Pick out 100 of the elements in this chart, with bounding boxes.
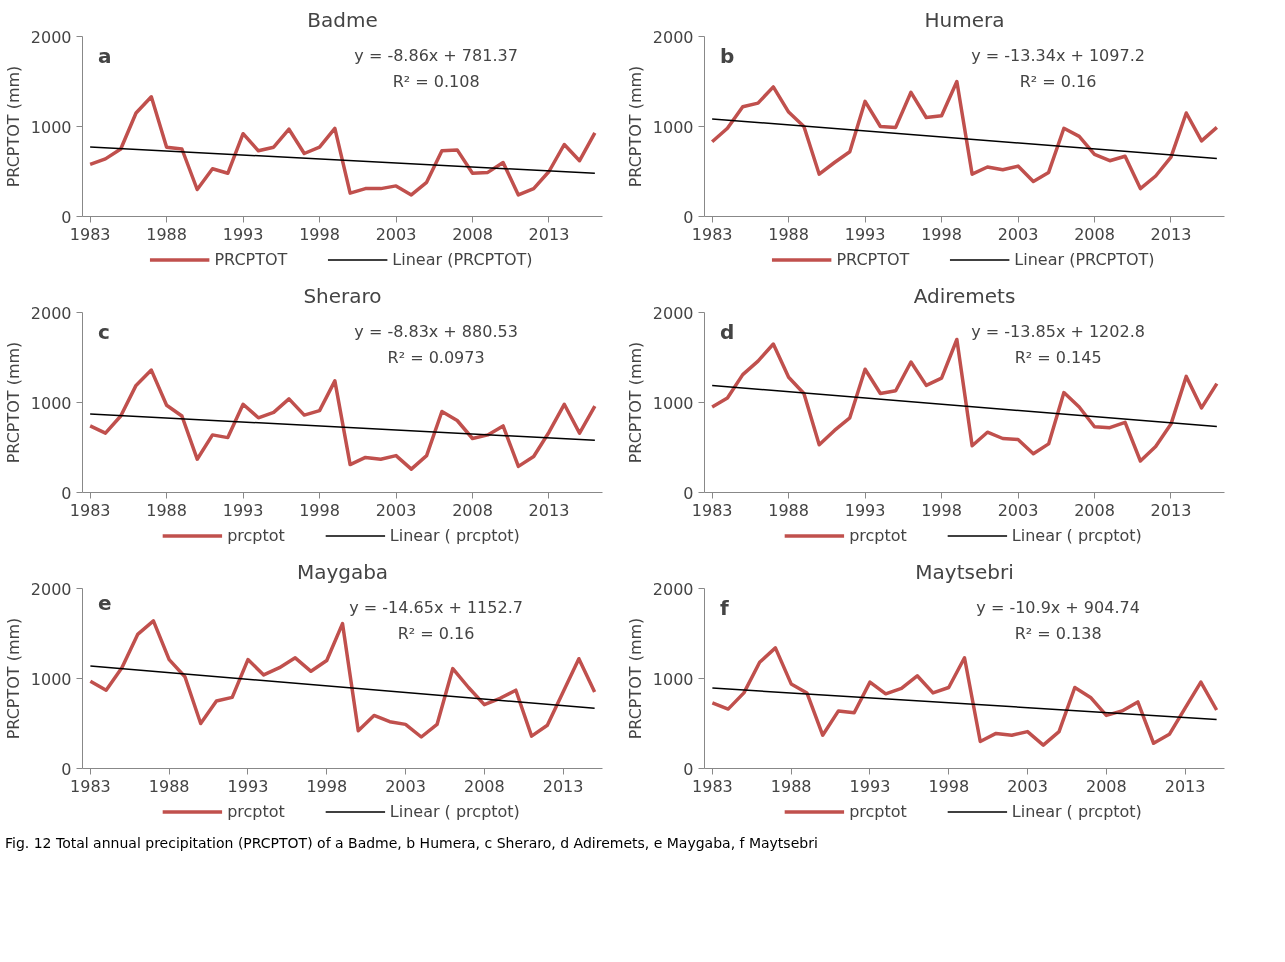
x-tick-label: 1983 — [69, 224, 111, 244]
x-tick-label: 2013 — [542, 776, 584, 796]
y-tick-label: 0 — [683, 483, 694, 503]
x-tick-label: 2013 — [1150, 500, 1192, 520]
x-tick-label: 1983 — [691, 224, 733, 244]
x-tick-label: 1998 — [921, 224, 962, 244]
x-tick-label: 2008 — [1074, 224, 1115, 244]
legend-label: prcptot — [849, 801, 907, 821]
x-tick-label: 2003 — [375, 224, 417, 244]
legend-label: prcptot — [227, 525, 285, 545]
y-tick-label: 0 — [61, 207, 72, 227]
annotation: R² = 0.16 — [1019, 71, 1097, 91]
annotation: R² = 0.0973 — [387, 347, 485, 367]
chart-title: Badme — [307, 7, 378, 32]
x-tick-label: 2003 — [997, 224, 1039, 244]
x-tick-label: 2003 — [385, 776, 426, 796]
x-tick-label: 2003 — [997, 500, 1039, 520]
chart-title: Sheraro — [303, 283, 382, 308]
legend-label: PRCPTOT — [836, 249, 910, 269]
y-tick-label: 0 — [61, 759, 72, 779]
x-tick-label: 1993 — [844, 224, 886, 244]
chart-title: Maygaba — [296, 559, 389, 584]
x-tick-label: 2013 — [1164, 776, 1206, 796]
y-axis-title: PRCPTOT (mm) — [3, 617, 23, 740]
x-tick-label: 2003 — [1007, 776, 1048, 796]
x-tick-label: 1998 — [299, 500, 340, 520]
y-tick-label: 1000 — [30, 393, 72, 413]
legend-label: prcptot — [849, 525, 907, 545]
x-tick-label: 2008 — [1085, 776, 1127, 796]
x-tick-label: 1988 — [768, 500, 809, 520]
annotation: d — [720, 319, 735, 344]
chart-title: Adiremets — [913, 283, 1016, 308]
x-tick-label: 1993 — [844, 500, 886, 520]
x-tick-label: 1993 — [849, 776, 891, 796]
annotation: R² = 0.138 — [1014, 623, 1102, 643]
y-tick-label: 1000 — [30, 669, 72, 689]
legend-label: prcptot — [227, 801, 285, 821]
y-tick-label: 2000 — [652, 579, 694, 599]
legend-label: Linear ( prcptot) — [389, 801, 520, 821]
x-tick-label: 1988 — [770, 776, 812, 796]
annotation: c — [98, 319, 110, 344]
line-series — [710, 646, 1219, 747]
y-axis-title: PRCPTOT (mm) — [625, 65, 645, 188]
y-tick-label: 2000 — [30, 303, 72, 323]
x-tick-label: 1983 — [69, 500, 111, 520]
x-tick-label: 1988 — [148, 776, 190, 796]
y-tick-label: 1000 — [652, 393, 694, 413]
annotation: R² = 0.16 — [397, 623, 475, 643]
line-series — [88, 619, 597, 739]
y-tick-label: 1000 — [652, 669, 694, 689]
y-tick-label: 1000 — [652, 117, 694, 137]
y-tick-label: 2000 — [30, 27, 72, 47]
x-tick-label: 2008 — [452, 224, 493, 244]
chart-title: Humera — [924, 7, 1005, 32]
annotation: R² = 0.108 — [392, 71, 480, 91]
x-tick-label: 1998 — [921, 500, 962, 520]
x-tick-label: 2008 — [452, 500, 493, 520]
y-tick-label: 0 — [683, 207, 694, 227]
annotation: y = -14.65x + 1152.7 — [349, 598, 523, 618]
chart-title: Maytsebri — [915, 559, 1014, 584]
line-series — [88, 368, 597, 471]
x-tick-label: 1998 — [306, 776, 348, 796]
annotation: y = -8.83x + 880.53 — [354, 322, 518, 342]
x-tick-label: 1998 — [928, 776, 970, 796]
annotation: e — [98, 590, 112, 615]
annotation: b — [720, 43, 735, 68]
legend-label: Linear (PRCPTOT) — [392, 249, 533, 269]
y-axis-title: PRCPTOT (mm) — [625, 341, 645, 464]
x-tick-label: 2003 — [375, 500, 417, 520]
x-tick-label: 2013 — [1150, 224, 1192, 244]
annotation: a — [98, 43, 112, 68]
x-tick-label: 1988 — [146, 224, 187, 244]
y-tick-label: 0 — [683, 759, 694, 779]
x-tick-label: 1983 — [691, 500, 733, 520]
x-tick-label: 1993 — [222, 224, 264, 244]
y-tick-label: 0 — [61, 483, 72, 503]
y-tick-label: 2000 — [30, 579, 72, 599]
legend-label: Linear ( prcptot) — [389, 525, 520, 545]
legend-label: PRCPTOT — [214, 249, 288, 269]
x-tick-label: 1983 — [70, 776, 111, 796]
x-tick-label: 2013 — [528, 224, 570, 244]
x-tick-label: 2013 — [528, 500, 570, 520]
x-tick-label: 1988 — [768, 224, 809, 244]
y-tick-label: 2000 — [652, 27, 694, 47]
annotation: R² = 0.145 — [1014, 347, 1102, 367]
y-axis-title: PRCPTOT (mm) — [625, 617, 645, 740]
x-tick-label: 2008 — [1074, 500, 1115, 520]
y-tick-label: 2000 — [652, 303, 694, 323]
caption: Fig. 12 Total annual precipitation (PRCPTOT) of a Badme, b Humera, c Sheraro, d Adiremets, e Maygaba, f Maytsebri — [5, 834, 818, 853]
annotation: f — [720, 595, 730, 620]
legend-label: Linear ( prcptot) — [1011, 801, 1142, 821]
x-tick-label: 2008 — [463, 776, 505, 796]
y-tick-label: 1000 — [30, 117, 72, 137]
annotation: y = -8.86x + 781.37 — [354, 46, 518, 66]
x-tick-label: 1993 — [227, 776, 269, 796]
x-tick-label: 1988 — [146, 500, 187, 520]
annotation: y = -13.34x + 1097.2 — [971, 46, 1145, 66]
legend-label: Linear (PRCPTOT) — [1014, 249, 1155, 269]
y-axis-title: PRCPTOT (mm) — [3, 65, 23, 188]
x-tick-label: 1983 — [692, 776, 733, 796]
